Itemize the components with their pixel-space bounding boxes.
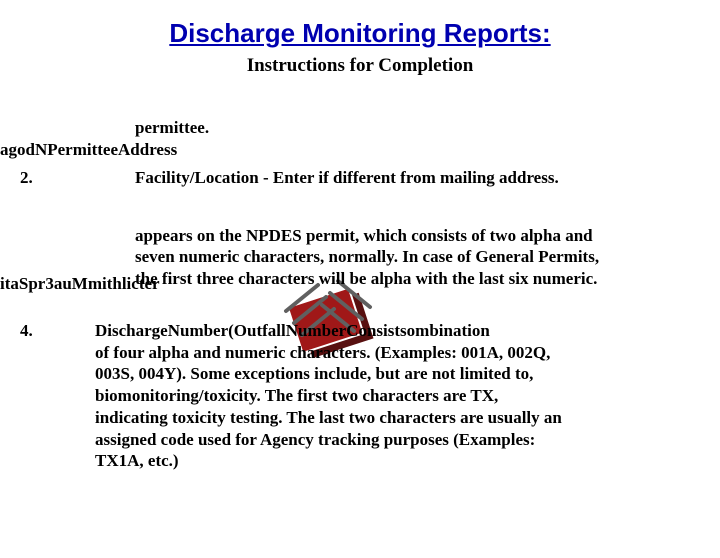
item4-line3: biomonitoring/toxicity. The first two ch… [95,386,498,405]
item4-line6: TX1A, etc.) [95,451,179,470]
item1-text: permittee. [135,117,720,139]
item3-line3: the first three characters will be alpha… [135,269,597,288]
item3-line2: seven numeric characters, normally. In c… [135,247,599,266]
item4-line5: assigned code used for Agency tracking p… [95,430,535,449]
page-subtitle: Instructions for Completion [0,55,720,77]
page-title: Discharge Monitoring Reports: [0,18,720,49]
item4-row: 4. DischargeNumber(OutfallNumberConsists… [0,320,720,472]
item1-row: permittee. [0,117,720,139]
item4-line4: indicating toxicity testing. The last tw… [95,408,562,427]
item3-garbled: itaSpr3auMmithlicter [0,274,160,294]
item2-num: 2. [0,167,135,189]
item2-text: Facility/Location - Enter if different f… [135,167,720,189]
item3-text: appears on the NPDES permit, which consi… [135,225,720,290]
item4-text: DischargeNumber(OutfallNumberConsistsomb… [95,320,720,472]
item4-head: DischargeNumber(OutfallNumberConsistsomb… [95,321,490,340]
item2-row: 2. Facility/Location - Enter if differen… [0,167,720,189]
item1-garbled: agodNPermitteeAddress [0,140,177,160]
item4-line1: of four alpha and numeric characters. (E… [95,343,550,362]
item4-line2: 003S, 004Y). Some exceptions include, bu… [95,364,533,383]
item1-cont: permittee. [135,118,209,137]
item3-line1: appears on the NPDES permit, which consi… [135,226,593,245]
